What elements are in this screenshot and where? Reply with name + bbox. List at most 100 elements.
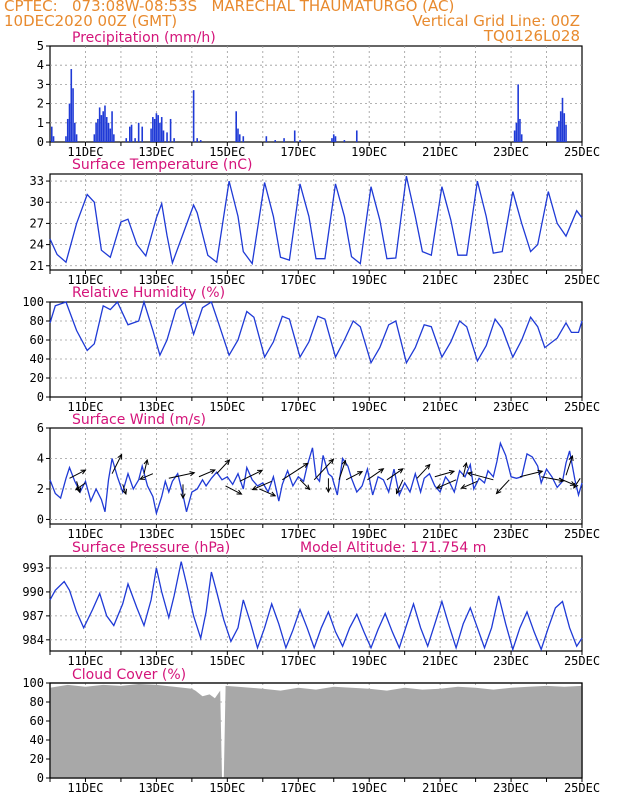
wind-vector-head [122,488,127,496]
wind-vector-shaft [198,469,216,478]
x-tick-label: 19DEC [351,273,387,287]
x-tick-label: 19DEC [351,527,387,541]
wind-vector [565,454,574,476]
wind-vector [466,471,494,481]
y-tick-label: 5 [37,39,44,53]
precip-bar [150,128,152,142]
wind-series [49,441,583,516]
x-tick-label: 25DEC [564,145,600,159]
wind-vector-head [569,481,576,486]
x-tick-label: 21DEC [422,781,458,795]
panel-title: Cloud Cover (%) [72,667,186,683]
wind-vector-head [341,459,347,466]
wind-vector-head [466,471,473,477]
precip-bar [519,118,521,142]
pres-series [49,561,583,652]
precip-bar [141,126,144,142]
grid-line-note: Vertical Grid Line: 00Z [412,12,580,30]
wind-vector-head [537,469,544,475]
x-tick-label: 17DEC [280,527,316,541]
wind-vector-shaft [252,480,272,491]
wind-vector-shaft [467,472,494,481]
wind-vector [573,478,581,489]
wind-vector-head [462,461,468,469]
y-tick-label: 984 [22,633,44,647]
precip-bar [192,90,195,142]
precip-bar [125,138,128,142]
x-tick-label: 23DEC [493,781,529,795]
x-tick-label: 23DEC [493,145,529,159]
wind-vector-head [568,454,574,462]
x-tick-label: 25DEC [564,781,600,795]
wind-vector [386,468,404,481]
wind-vector-head [425,463,431,470]
x-tick-label: 13DEC [138,654,174,668]
wind-vector-shaft [313,458,334,481]
precip-bar [134,138,136,142]
x-tick-label: 21DEC [422,145,458,159]
precip-bar [100,115,103,142]
x-tick-label: 21DEC [422,400,458,414]
wind-vector [282,462,309,481]
precip-bar [556,126,558,142]
wind-vector [239,469,264,482]
wind-vector [143,458,149,474]
y-tick-label: 0 [37,135,44,149]
precip-bar [173,138,175,142]
precip-bar [65,136,67,142]
precip-bar [98,107,101,142]
wind-vector-head [270,491,277,497]
wind-vector [338,459,347,480]
x-tick-label: 23DEC [493,273,529,287]
precip-bar [565,124,567,142]
panel-frame [49,173,583,271]
precip-bar [137,122,140,142]
precip-bar [105,117,108,142]
wind-vector-shaft [239,469,263,482]
panel-frame [49,427,583,525]
wind-vector-head [236,489,243,495]
wind-vector [251,480,272,491]
wind-vector [198,469,216,478]
x-tick-label: 11DEC [67,527,103,541]
y-tick-label: 40 [30,733,44,747]
wind-vector-shaft [436,479,457,489]
x-tick-label: 11DEC [67,400,103,414]
wind-vector-shaft [122,484,127,495]
panel-frame [49,555,583,652]
x-tick-label: 15DEC [209,145,245,159]
y-tick-label: 20 [30,752,44,766]
wind-vector-head [460,484,467,489]
precip-bar [237,128,239,142]
wind-vector [395,479,404,495]
y-tick-label: 60 [30,333,44,347]
y-tick-label: 4 [37,58,44,72]
y-tick-label: 20 [30,371,44,385]
precip-bar [157,115,159,142]
y-tick-label: 40 [30,352,44,366]
wind-vector [111,453,123,474]
x-tick-label: 23DEC [493,400,529,414]
precip-bar [111,111,113,142]
precip-bar [334,136,337,142]
wind-vector [558,477,576,486]
wind-vector-shaft [396,479,404,494]
wind-vector-shaft [519,470,543,478]
wind-vector-shaft [282,462,309,481]
y-tick-label: 6 [37,421,44,435]
x-tick-label: 13DEC [138,273,174,287]
wind-vector-shaft [367,468,384,481]
precip-bar [113,134,115,142]
wind-vector [434,469,456,478]
precip-bar [74,122,76,142]
wind-vector-shaft [168,472,195,479]
wind-vector-head [224,459,231,465]
wind-vector [519,469,544,478]
wind-vector-head [397,468,404,474]
precip-bar [199,140,202,142]
wind-vector [122,484,127,496]
wind-vector [259,488,277,497]
wind-vector-shaft [541,476,564,482]
precip-bar [235,111,237,142]
